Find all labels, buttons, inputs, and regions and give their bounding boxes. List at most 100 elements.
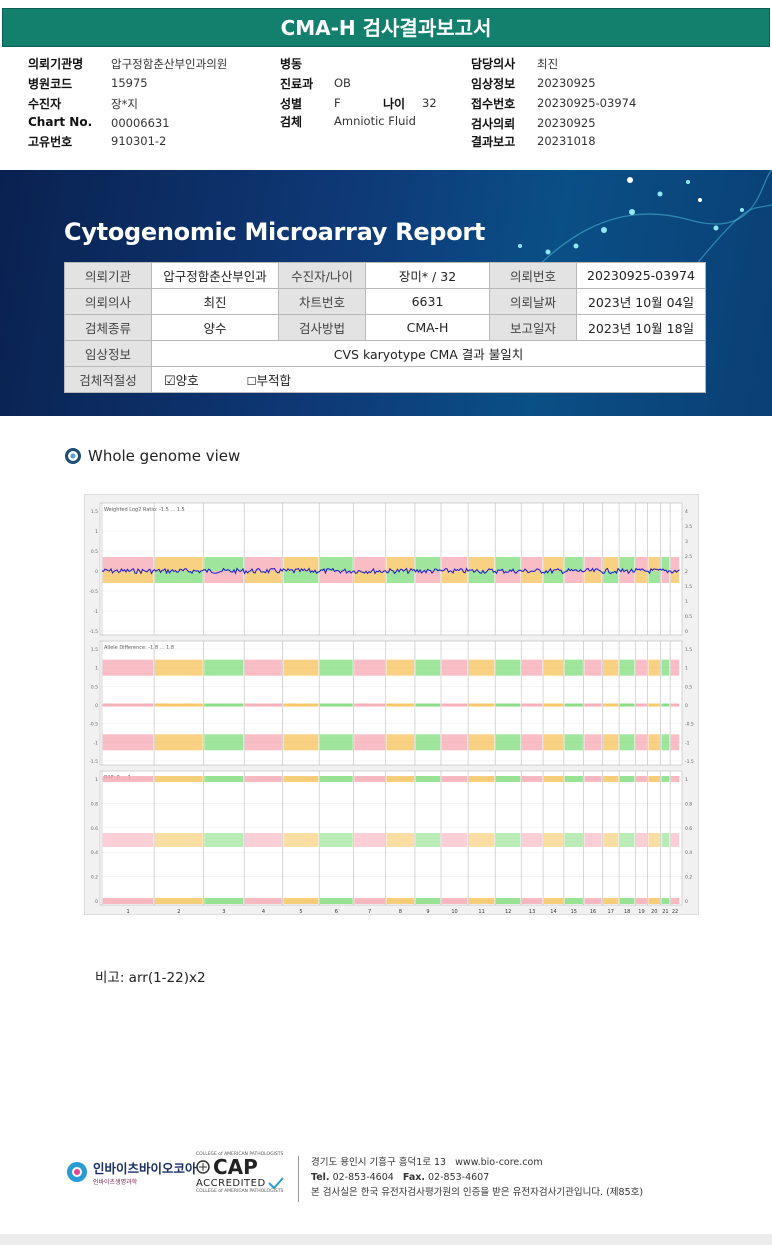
log-ratio-band-lower [283, 571, 319, 583]
allele-difference-band [154, 703, 203, 707]
log-ratio-band-upper [441, 557, 468, 571]
allele-difference-band [441, 703, 468, 707]
right-tick-label: 1 [685, 599, 688, 605]
baf-band [635, 898, 647, 904]
allele-difference-band [468, 734, 495, 751]
value-unique-no: 910301-2 [111, 134, 167, 148]
left-tick-label: -0.5 [89, 589, 98, 595]
baf-band [543, 833, 564, 847]
baf-band [319, 898, 353, 904]
right-tick-label: 0.6 [685, 826, 692, 832]
company-logo-icon [67, 1162, 87, 1182]
cell-label: 차트번호 [278, 288, 366, 315]
log-ratio-band-lower [635, 571, 647, 583]
chromosome-label: 4 [262, 909, 265, 915]
value-report: 20231018 [537, 134, 596, 148]
log-ratio-band-upper [495, 557, 521, 571]
remark: 비고: arr(1-22)x2 [95, 970, 206, 986]
allele-difference-band [603, 734, 619, 751]
label-receipt-no: 접수번호 [471, 97, 516, 111]
label-clinical-info: 임상정보 [471, 77, 516, 91]
chromosome-label: 1 [126, 909, 129, 915]
cell-label: 의뢰번호 [489, 262, 577, 289]
allele-difference-band [154, 659, 203, 676]
cell-label: 임상정보 [64, 340, 152, 367]
allele-difference-band [564, 703, 583, 707]
log-ratio-band-lower [415, 571, 441, 583]
baf-band [495, 776, 521, 782]
left-tick-label: -1.5 [89, 629, 98, 635]
label-sex: 성별 [280, 97, 303, 111]
right-tick-label: 4 [685, 509, 688, 515]
chromosome-label: 12 [505, 909, 511, 915]
log-ratio-band-lower [495, 571, 521, 583]
cell-label: 검사방법 [278, 314, 366, 341]
baf-band [386, 898, 415, 904]
label-unique-no: 고유번호 [28, 135, 73, 149]
allele-difference-band [102, 734, 154, 751]
allele-difference-band [244, 659, 282, 676]
allele-difference-band [564, 659, 583, 676]
left-tick-label: 0.5 [91, 684, 98, 690]
page-bottom-bar [0, 1234, 772, 1245]
log-ratio-band-lower [564, 571, 583, 583]
log-ratio-band-upper [386, 557, 415, 571]
baf-band [648, 776, 660, 782]
allele-difference-band [661, 734, 670, 751]
report-banner: Cytogenomic Microarray Report 의뢰기관 압구정함춘… [0, 170, 772, 416]
baf-band [495, 898, 521, 904]
baf-band [244, 898, 282, 904]
baf-band [283, 833, 319, 847]
label-specimen: 검체 [280, 115, 303, 129]
panel-title: Allele Difference: -1.8 ... 1.8 [104, 645, 174, 651]
checkmark-icon [267, 1177, 284, 1189]
log-ratio-band-lower [386, 571, 415, 583]
baf-band [204, 833, 244, 847]
allele-difference-band [441, 659, 468, 676]
value-hospital-code: 15975 [111, 76, 148, 90]
allele-difference-band [564, 734, 583, 751]
baf-band [564, 898, 583, 904]
label-report: 결과보고 [471, 135, 516, 149]
address: 경기도 용인시 기흥구 흥덕1로 13 [311, 1157, 447, 1168]
log-ratio-band-lower [603, 571, 619, 583]
left-tick-label: 0 [95, 899, 98, 905]
baf-band [386, 776, 415, 782]
allele-difference-band [354, 659, 385, 676]
allele-difference-band [468, 659, 495, 676]
cell-label: 검체적절성 [64, 366, 152, 393]
allele-difference-band [415, 703, 441, 707]
chromosome-label: 21 [662, 909, 668, 915]
allele-difference-band [154, 734, 203, 751]
left-tick-label: -1 [94, 609, 99, 615]
baf-band [495, 833, 521, 847]
log-ratio-band-lower [584, 571, 602, 583]
log-ratio-band-lower [619, 571, 635, 583]
right-tick-label: 0.2 [685, 875, 692, 881]
log-ratio-band-lower [204, 571, 244, 583]
allele-difference-band [584, 734, 602, 751]
allele-difference-band [386, 659, 415, 676]
clinical-info-row: 임상정보 CVS karyotype CMA 결과 불일치 [64, 340, 706, 367]
right-tick-label: 0.8 [685, 801, 692, 807]
value-institution: 압구정함춘산부인과의원 [111, 57, 228, 71]
chromosome-label: 6 [335, 909, 338, 915]
tel-label: Tel. [311, 1172, 330, 1183]
cell-value: 장미* / 32 [365, 262, 490, 289]
baf-band [564, 776, 583, 782]
allele-difference-band [319, 703, 353, 707]
chromosome-label: 5 [299, 909, 302, 915]
baf-band [354, 833, 385, 847]
left-tick-label: 0.2 [91, 875, 98, 881]
log-ratio-band-upper [283, 557, 319, 571]
baf-band [603, 833, 619, 847]
baf-band [635, 776, 647, 782]
weighted-log2-ratio-line [101, 567, 680, 575]
cell-value: 압구정함춘산부인과 [151, 262, 279, 289]
allele-difference-band [102, 659, 154, 676]
log-ratio-band-upper [244, 557, 282, 571]
log-ratio-band-upper [354, 557, 385, 571]
left-tick-label: -1 [94, 740, 99, 746]
allele-difference-band [543, 659, 564, 676]
cell-value: CMA-H [365, 314, 490, 341]
